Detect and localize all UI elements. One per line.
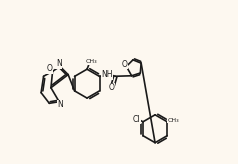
- Text: O: O: [46, 64, 52, 73]
- Text: N: N: [57, 101, 63, 109]
- Text: O: O: [109, 83, 115, 92]
- Text: N: N: [56, 60, 61, 68]
- Text: CH₃: CH₃: [85, 59, 97, 64]
- Text: Cl: Cl: [133, 115, 140, 124]
- Text: O: O: [121, 60, 127, 69]
- Text: NH: NH: [101, 70, 112, 79]
- Text: CH₃: CH₃: [168, 118, 179, 123]
